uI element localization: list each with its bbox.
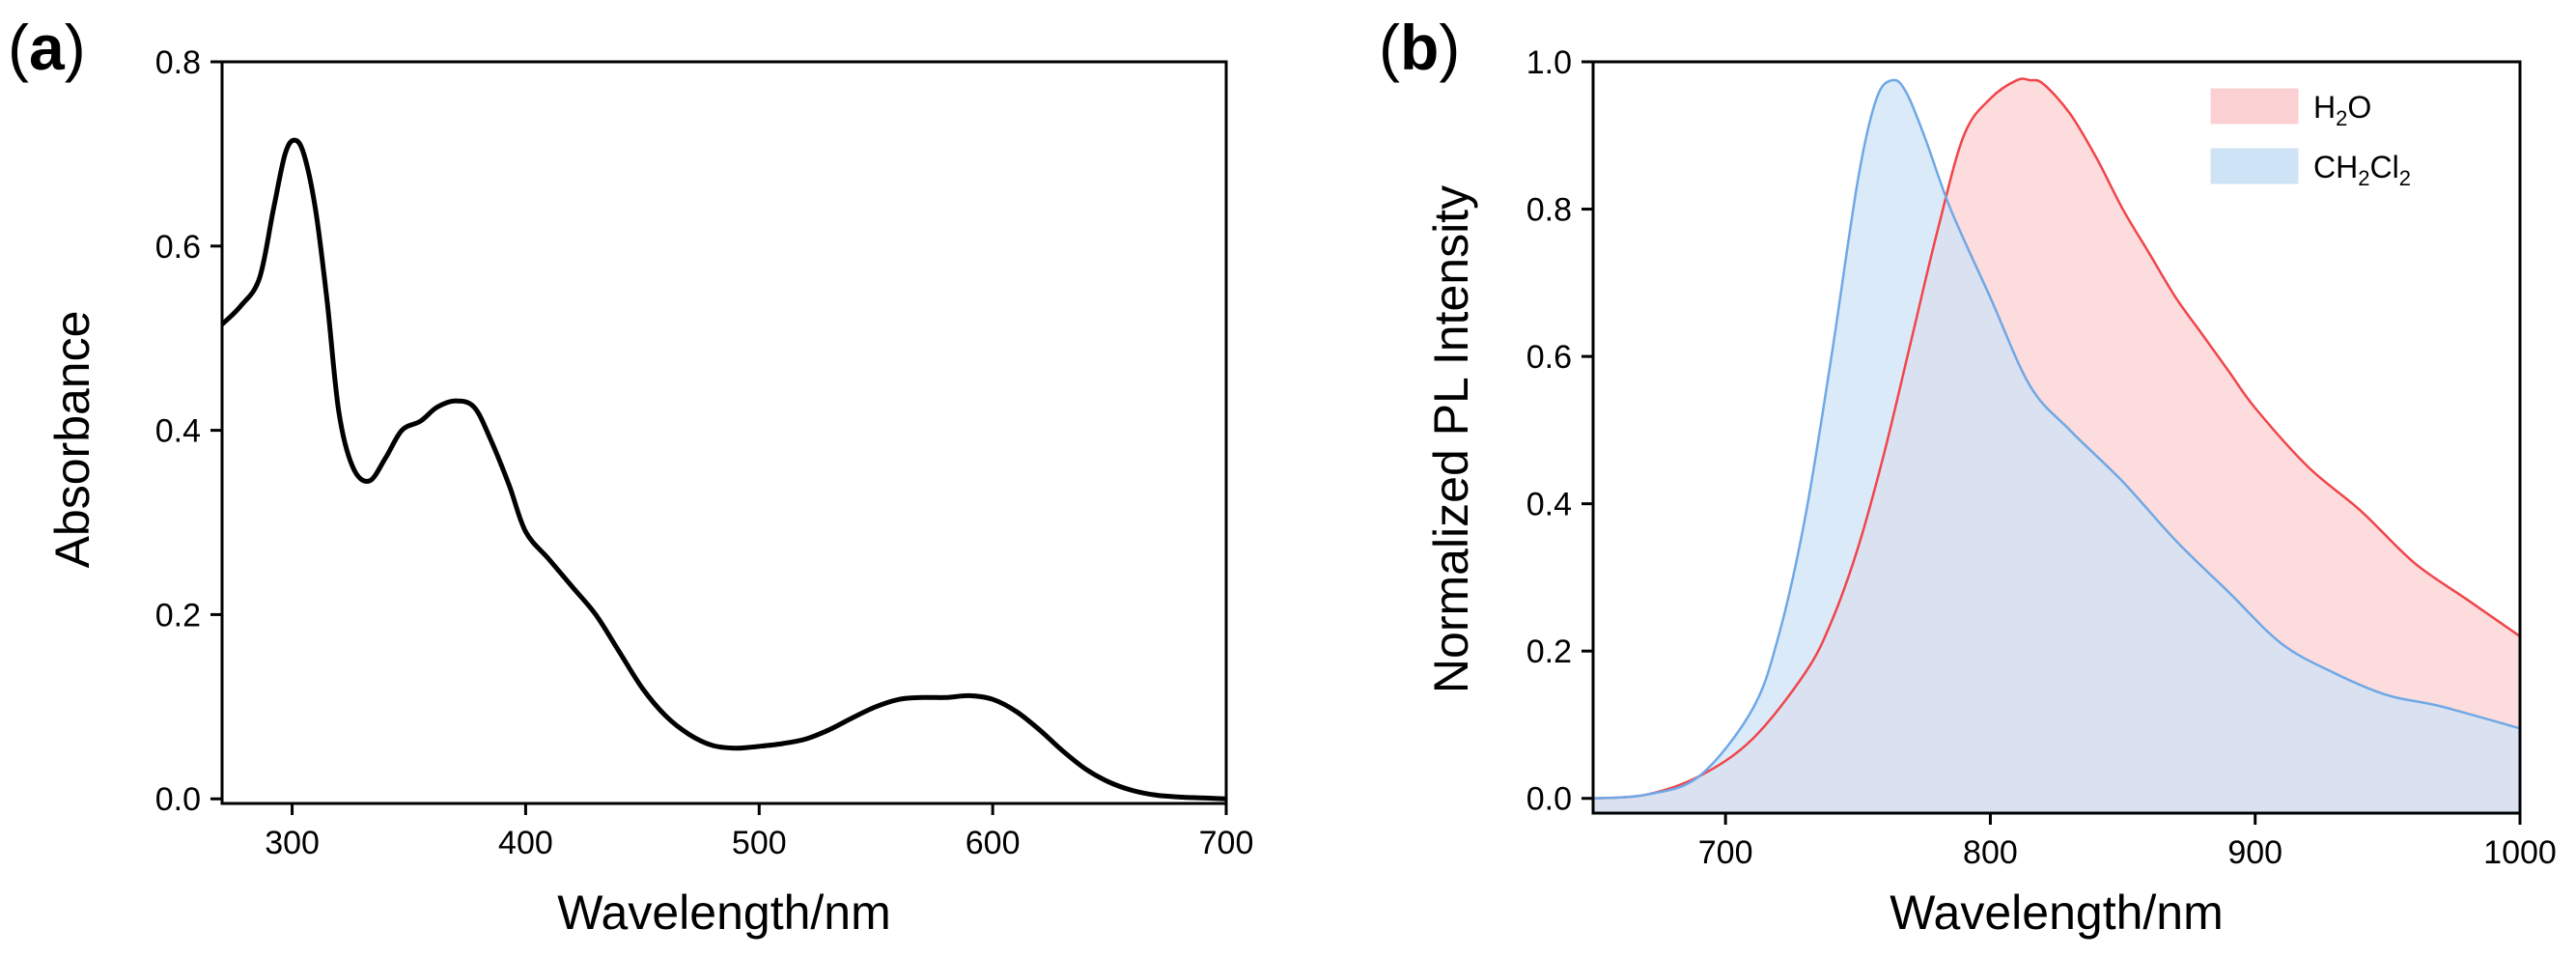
b-y-tick-label: 1.0: [1526, 44, 1572, 81]
a-y-tick-label: 0.2: [155, 597, 201, 633]
a-x-tick-label: 300: [265, 825, 320, 861]
panel-a-label: (a): [8, 12, 86, 83]
panel-b-y-axis-label: Normalized PL Intensity: [1424, 185, 1478, 693]
panel-b-frame: [1591, 60, 2522, 815]
panel-b-pl-chart: (b) 700 800 900 1000 0.0 0.2 0.4 0.6 0.8 1.0 Wav…: [1379, 12, 2557, 940]
b-y-tick-label: 0.4: [1526, 487, 1572, 523]
panel-a-absorbance-chart: (a) 300 400 500 600 700 0.0 0.2 0.4 0.6 0.8 Wave…: [8, 12, 1253, 940]
panel-b-legend: H2O CH2Cl2: [2210, 88, 2411, 190]
b-y-tick-label: 0.2: [1526, 633, 1572, 670]
b-x-tick-label: 900: [2227, 834, 2282, 871]
legend-label-h2o: H2O: [2313, 90, 2371, 130]
a-x-tick-label: 500: [732, 825, 787, 861]
panel-a-x-ticks: 300 400 500 600 700: [265, 803, 1253, 861]
b-x-tick-label: 1000: [2483, 834, 2557, 871]
b-x-tick-label: 700: [1698, 834, 1753, 871]
panel-a-x-axis-label: Wavelength/nm: [557, 886, 891, 940]
h2o-series-line: [1592, 77, 2521, 800]
panel-a-frame: [220, 60, 1228, 805]
panel-b-y-ticks: 0.0 0.2 0.4 0.6 0.8 1.0: [1526, 44, 1593, 818]
panel-b-label: (b): [1379, 12, 1460, 83]
a-x-tick-label: 400: [498, 825, 553, 861]
absorbance-series-line: [220, 137, 1227, 802]
b-x-tick-label: 800: [1963, 834, 2018, 871]
panel-b-x-axis-label: Wavelength/nm: [1890, 886, 2224, 940]
a-y-tick-label: 0.8: [155, 44, 201, 81]
a-y-tick-label: 0.0: [155, 781, 201, 818]
legend-swatch-h2o: [2210, 88, 2299, 125]
a-x-tick-label: 700: [1199, 825, 1254, 861]
a-y-tick-label: 0.6: [155, 229, 201, 266]
ch2cl2-series-line: [1592, 78, 2521, 800]
ch2cl2-series-area: [1593, 79, 2520, 813]
b-y-tick-label: 0.8: [1526, 192, 1572, 229]
b-y-tick-label: 0.0: [1526, 781, 1572, 818]
legend-label-ch2cl2: CH2Cl2: [2313, 150, 2411, 190]
a-x-tick-label: 600: [966, 825, 1021, 861]
panel-a-plot-area: [220, 137, 1227, 802]
panel-b-x-ticks: 700 800 900 1000: [1698, 813, 2557, 871]
a-y-tick-label: 0.4: [155, 413, 201, 450]
b-y-tick-label: 0.6: [1526, 339, 1572, 376]
panel-b-plot-area: [1592, 77, 2521, 813]
legend-swatch-ch2cl2: [2210, 148, 2299, 184]
panel-a-y-axis-label: Absorbance: [45, 311, 99, 569]
panel-a-y-ticks: 0.0 0.2 0.4 0.6 0.8: [155, 44, 222, 818]
